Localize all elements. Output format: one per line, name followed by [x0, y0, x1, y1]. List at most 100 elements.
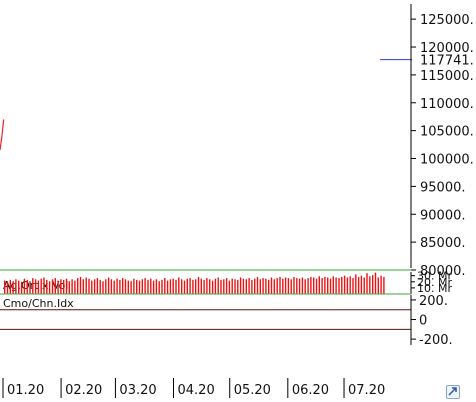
- price-axis-tick-label: 110000.: [420, 97, 474, 112]
- volume-bar: [324, 276, 326, 294]
- volume-bar: [248, 278, 250, 294]
- volume-bar: [18, 280, 20, 294]
- price-axis-tick-label: 105000.: [420, 125, 474, 140]
- volume-bar: [57, 280, 59, 294]
- volume-bar: [29, 281, 31, 294]
- volume-bar: [282, 278, 284, 294]
- volume-bar: [141, 279, 143, 294]
- volume-bar: [341, 276, 343, 294]
- volume-bar: [363, 277, 365, 294]
- volume-bar: [116, 278, 118, 294]
- volume-bar: [374, 272, 377, 294]
- volume-bar: [147, 279, 149, 294]
- volume-bar: [127, 280, 129, 294]
- price-axis-tick-label: 125000.: [420, 13, 474, 28]
- x-axis-tick-label: 02.20: [65, 383, 102, 398]
- volume-bar: [79, 276, 82, 294]
- volume-bar: [355, 274, 357, 294]
- x-axis-tick-label: 06.20: [292, 383, 329, 398]
- volume-bar: [138, 280, 141, 294]
- volume-bar: [20, 281, 23, 294]
- volume-bar: [161, 279, 163, 294]
- price-axis-tick-label: 100000.: [420, 153, 474, 168]
- moving-average-long-line: [0, 119, 5, 151]
- volume-bar: [34, 279, 37, 294]
- volume-bar: [96, 278, 99, 294]
- price-axis-tick-label: 80000.: [420, 264, 466, 279]
- oscillator-axis-tick-label: 0: [419, 314, 427, 329]
- volume-bar: [107, 277, 110, 294]
- volume-bar: [93, 279, 96, 294]
- volume-bar: [220, 279, 222, 294]
- volume-bar: [290, 279, 292, 294]
- volume-bar: [296, 278, 298, 294]
- volume-bar: [26, 279, 28, 294]
- volume-bar: [338, 278, 340, 294]
- volume-bar: [192, 279, 194, 294]
- volume-bar: [88, 278, 90, 294]
- volume-bar: [217, 277, 219, 294]
- volume-bar: [369, 276, 371, 294]
- volume-bar: [310, 276, 312, 294]
- volume-bar: [82, 279, 84, 294]
- volume-bar: [195, 279, 197, 294]
- volume-bar: [313, 277, 315, 294]
- volume-bar: [377, 277, 379, 294]
- price-axis-tick-label: 115000.: [420, 69, 474, 84]
- volume-bar: [68, 281, 70, 294]
- volume-bar: [155, 279, 158, 294]
- zoom-icon[interactable]: [446, 385, 460, 399]
- volume-bar: [4, 280, 6, 294]
- price-axis-tick-label: 85000.: [420, 236, 466, 251]
- volume-bar: [158, 281, 160, 294]
- oscillator-panel: Cmo/Chn.Idx 200. 0 -200.: [0, 294, 453, 348]
- x-axis: 01.20 02.20 03.20 04.20 05.20 06.20 07.20: [0, 345, 411, 398]
- volume-bar: [352, 278, 354, 294]
- volume-bar: [166, 280, 169, 294]
- volume-bar: [181, 279, 183, 294]
- volume-bar: [327, 277, 329, 294]
- volume-bar: [183, 280, 186, 294]
- volume-bar: [203, 279, 205, 294]
- volume-bar: [48, 281, 51, 294]
- volume-bar: [23, 278, 26, 294]
- volume-bar: [60, 279, 62, 294]
- volume-bar: [321, 278, 323, 294]
- x-axis-tick-label: 03.20: [119, 383, 156, 398]
- volume-bar: [372, 275, 374, 294]
- volume-bar: [265, 278, 267, 294]
- volume-bar: [349, 276, 351, 294]
- volume-bar: [124, 279, 127, 294]
- price-axis-tick-label: 95000.: [420, 180, 466, 195]
- volume-bar: [122, 278, 124, 294]
- volume-bar: [71, 279, 73, 294]
- volume-bar: [113, 280, 115, 294]
- volume-bar: [186, 278, 188, 294]
- volume-bar: [284, 277, 287, 294]
- volume-bar: [259, 279, 261, 294]
- volume-bar: [178, 277, 180, 294]
- volume-bar: [225, 278, 228, 294]
- volume-bar: [110, 279, 113, 294]
- current-price-label: 117741.: [420, 54, 474, 69]
- volume-bar: [150, 278, 152, 294]
- volume-bar: [136, 279, 138, 294]
- volume-bar: [40, 278, 42, 294]
- volume-axis-tick-label: 10. Mr: [417, 282, 452, 295]
- volume-bar: [43, 277, 45, 294]
- oscillator-axis-tick-label: 200.: [419, 294, 448, 309]
- volume-bar: [214, 278, 217, 294]
- volume-bar: [6, 281, 9, 294]
- volume-bar: [37, 280, 40, 294]
- volume-bar: [366, 273, 368, 294]
- oscillator-panel-title: Cmo/Chn.Idx: [3, 297, 74, 310]
- volume-bar: [32, 278, 34, 294]
- volume-bar: [169, 279, 172, 294]
- volume-bar: [99, 279, 101, 294]
- volume-bar: [172, 278, 174, 294]
- x-axis-tick-label: 07.20: [348, 383, 385, 398]
- volume-bar: [242, 278, 245, 294]
- volume-bar: [335, 277, 337, 294]
